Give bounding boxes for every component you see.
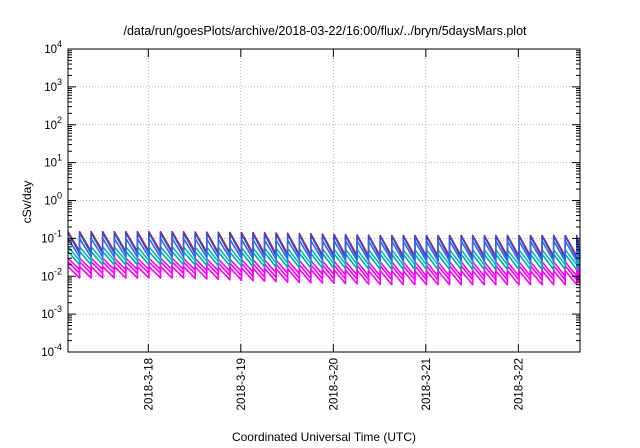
x-tick-label: 2018-3-20 — [328, 358, 340, 410]
y-tick-label: 104 — [44, 39, 62, 56]
chart-title: /data/run/goesPlots/archive/2018-03-22/1… — [123, 24, 527, 38]
x-tick-label: 2018-3-21 — [421, 358, 433, 410]
y-axis: 10-4 10-3 10-2 10-1 100 101 102 103 104 — [41, 39, 580, 359]
series-line — [67, 232, 581, 259]
series-line — [67, 250, 581, 271]
y-axis-label: cSv/day — [20, 181, 34, 224]
y-tick-label: 103 — [44, 77, 62, 94]
x-axis-label: Coordinated Universal Time (UTC) — [232, 430, 416, 444]
grid-lines — [68, 49, 580, 352]
y-tick-label: 10-2 — [41, 266, 62, 283]
series-group — [67, 230, 581, 286]
series-line — [67, 257, 581, 278]
x-tick-label: 2018-3-19 — [236, 358, 248, 410]
y-tick-label: 10-1 — [41, 228, 62, 245]
y-tick-label: 100 — [44, 191, 62, 208]
y-tick-label: 102 — [44, 115, 62, 132]
y-tick-label: 10-4 — [41, 342, 62, 359]
y-tick-label: 10-3 — [41, 304, 62, 321]
series-line — [67, 246, 581, 266]
series-line — [67, 261, 581, 281]
x-axis: 2018-3-18 2018-3-19 2018-3-20 2018-3-21 2018… — [143, 49, 525, 410]
series-line — [67, 237, 581, 262]
y-tick-label: 101 — [44, 153, 62, 170]
x-tick-label: 2018-3-18 — [143, 358, 155, 410]
x-tick-label: 2018-3-22 — [513, 358, 525, 410]
series-line — [67, 265, 581, 286]
